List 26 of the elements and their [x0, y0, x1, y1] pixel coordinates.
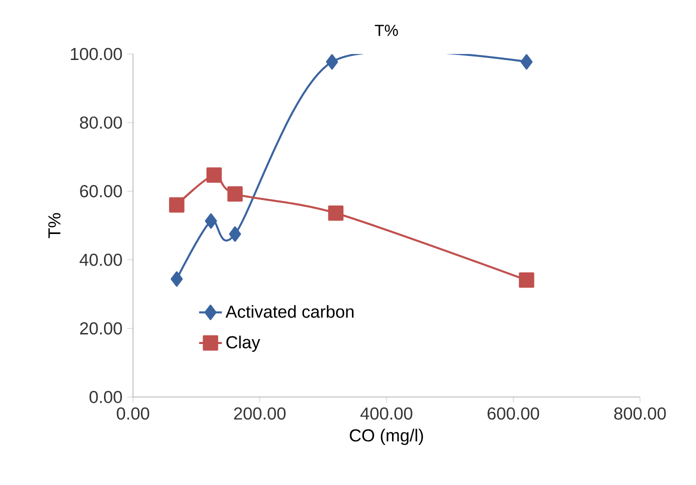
y-axis-title: T% [48, 213, 60, 238]
point [170, 271, 183, 287]
x-tick-label: 0.00 [116, 407, 150, 420]
point [520, 54, 533, 70]
y-tick-label: 0.00 [90, 390, 122, 404]
x-tick-label: 400.00 [360, 407, 412, 420]
point [206, 167, 222, 183]
x-tick-label: 200.00 [234, 407, 286, 420]
y-tick-label: 100.00 [70, 48, 122, 60]
x-axis-title: CO (mg/l) [350, 428, 423, 445]
y-tick-label: 40.00 [80, 254, 122, 266]
point [227, 186, 243, 202]
point [518, 272, 534, 288]
legend-label: Activated carbon [226, 305, 354, 318]
point [229, 226, 242, 242]
x-tick-label: 800.00 [614, 407, 666, 420]
point [169, 197, 184, 213]
y-tick-label: 80.00 [80, 116, 122, 129]
point [326, 54, 338, 70]
chart-title: T% [374, 24, 398, 36]
y-tick-label: 60.00 [80, 185, 122, 198]
point [328, 205, 344, 221]
point [204, 213, 217, 229]
x-tick-label: 600.00 [488, 407, 540, 420]
y-tick-label: 20.00 [80, 322, 122, 335]
legend-label: Clay [226, 336, 260, 352]
